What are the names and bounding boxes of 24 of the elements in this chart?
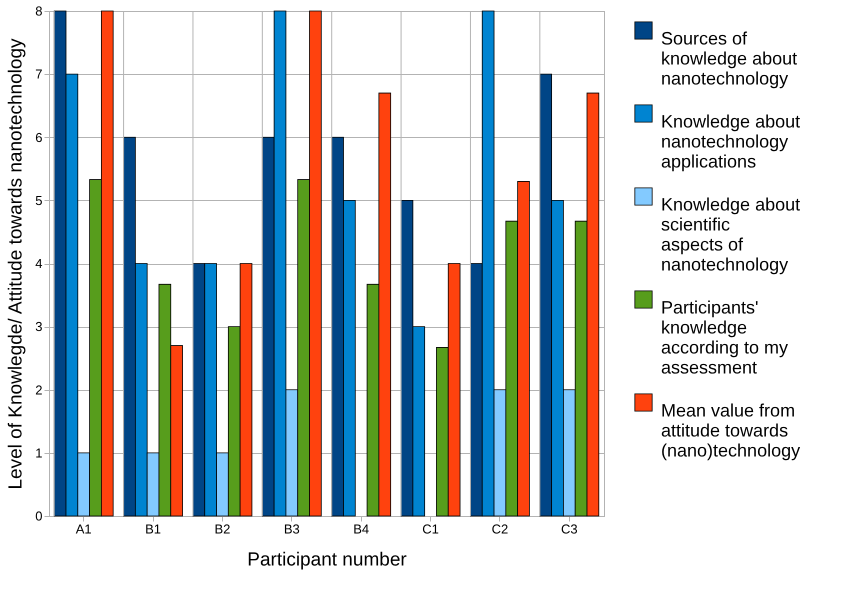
legend-label: Knowledge about nanotechnology applications (661, 112, 800, 172)
x-tick-label: B1 (145, 522, 162, 536)
x-axis-title: Participant number (247, 550, 408, 570)
y-tick-label: 6 (35, 130, 42, 145)
x-tick-label: B4 (353, 522, 370, 536)
legend-label: Participants' knowledge according to my assessment (661, 298, 788, 378)
x-tick-label: C1 (422, 522, 439, 536)
y-tick-label: 7 (35, 66, 42, 82)
x-tick-label: A1 (76, 522, 92, 536)
x-tick-label: B3 (284, 522, 300, 536)
x-tick-label: B2 (214, 522, 230, 536)
y-tick-label: 1 (35, 445, 42, 460)
y-tick-label: 8 (35, 4, 42, 18)
legend-label: Mean value from attitude towards (nano)technology (661, 400, 800, 460)
x-tick-label: C3 (561, 522, 578, 536)
legend-label: Knowledge about scientific aspects of nanotechnology (661, 194, 800, 274)
x-tick-label: C2 (492, 522, 508, 536)
y-tick-label: 0 (35, 508, 42, 524)
legend-label: Sources of knowledge about nanotechnology (661, 28, 798, 88)
y-tick-label: 5 (35, 192, 42, 208)
y-axis-title: Level of Knowlegde/ Attitude towards nanotechnology (5, 38, 26, 490)
y-tick-label: 4 (35, 256, 42, 271)
y-tick-label: 2 (35, 382, 42, 398)
y-tick-label: 3 (35, 319, 42, 334)
